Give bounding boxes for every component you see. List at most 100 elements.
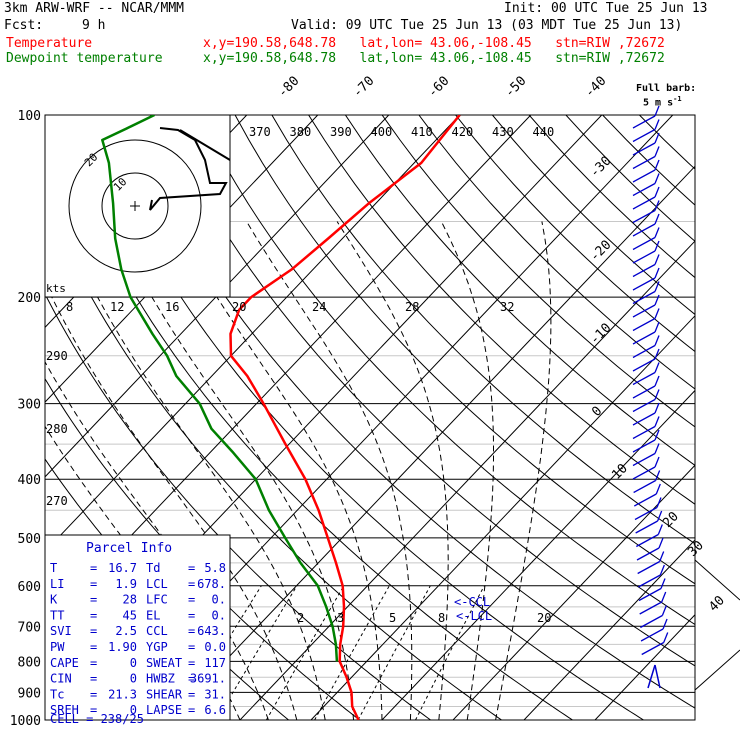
parcel-row-label: CAPE [50,656,79,670]
moist-adiabat-32 [440,221,494,720]
wind-barb [638,574,661,588]
dry-adiabat-360 [197,115,695,626]
parcel-row-eq: = [90,561,97,575]
mixing-ratio-3 [216,585,298,720]
parcel-row-eq-2: = [188,561,195,575]
parcel-row-eq-2: = [188,703,195,717]
wind-barb [640,628,664,642]
wind-barb [632,155,656,170]
parcel-row-eq: = [90,624,97,638]
mixing-ratio-label-5: 5 [389,611,396,625]
hodograph-ring-10 [101,172,169,240]
wind-barb [632,182,656,197]
isotherm-30 [452,464,695,720]
wind-barb-flag [654,308,660,319]
parcel-row-label-2: CCL [146,624,168,638]
theta-label-400: 400 [371,125,393,139]
wind-barb-flag [654,429,660,441]
wind-barb [632,277,656,291]
wind-barb-flag [660,578,666,589]
wind-barb-flag [654,348,660,360]
wind-barb-flag [659,551,665,562]
wind-barb [639,601,663,615]
parcel-row-eq: = [90,656,97,670]
isotherm--10 [168,165,695,720]
wind-axis-label-12: 12 [110,300,124,314]
wind-barb-flag [654,443,660,454]
wind-barb [632,304,656,318]
wind-barb [632,371,656,386]
wind-barb-flag [663,632,669,643]
wind-barb-flag [655,470,661,481]
parcel-row-eq-2: = [188,656,195,670]
wind-barb [632,331,656,345]
pressure-label-300: 300 [18,398,41,413]
isotherm-label--30: -30 [587,154,614,181]
wind-barb [632,385,656,399]
parcel-row-value-2: 678. [197,577,226,591]
parcel-row-value: 0 [130,703,137,717]
parcel-row-eq-2: = [188,593,195,607]
parcel-cell: CELL = 238/25 [50,712,144,726]
wind-barb [632,466,656,480]
parcel-row-label: LI [50,577,64,591]
wind-barb-flag [662,618,668,630]
wind-barb [632,358,656,372]
parcel-row-eq: = [90,608,97,622]
wind-barb-surface-2 [654,664,661,689]
parcel-row-value: 2.5 [115,624,137,638]
wind-axis-label-16: 16 [165,300,179,314]
pressure-label-900: 900 [18,686,41,701]
wind-axis-label-20: 20 [232,300,246,314]
theta-label-410: 410 [411,125,433,139]
parcel-info-box [44,534,231,721]
wind-barb-flag [654,105,660,117]
wind-barb-flag [654,281,660,292]
wind-barb [634,506,658,521]
wind-axis-label-24: 24 [312,300,326,314]
wind-barb-flag [654,254,660,265]
isotherm-label-30: 30 [685,538,707,560]
parcel-row-eq-2: = [188,608,195,622]
parcel-row-label: PW [50,640,65,654]
wind-barb [633,479,656,494]
parcel-row-value-2: 0. [212,608,226,622]
isotherm-20 [381,389,695,720]
temperature-line [229,115,461,720]
parcel-row-value: 0 [130,656,137,670]
wind-barb [640,614,663,629]
dewpoint-line [101,115,339,662]
wind-barb-flag [654,402,660,414]
wind-barb-flag [654,159,660,171]
temperature-location-info: x,y=190.58,648.78 lat,lon= 43.06,-108.45… [203,36,665,51]
mixing-ratio-label-8: 8 [438,611,445,625]
theta-label-370: 370 [249,125,271,139]
parcel-row-eq: = [90,640,97,654]
parcel-row-eq-2: = [188,640,195,654]
mixing-ratio-label-20: 20 [537,611,551,625]
wind-barb-flag [654,456,660,468]
parcel-row-label: T [50,561,57,575]
parcel-row-label-2: YGP [146,640,168,654]
isotherm-10 [310,315,695,720]
wind-barb [632,412,656,426]
wind-barb [636,533,659,548]
parcel-row-label-2: LFC [146,593,168,607]
barb-key-value: 5 m s [643,97,674,109]
parcel-row-label-2: EL [146,608,160,622]
dry-adiabat-370 [234,115,695,585]
parcel-row-value: 21.3 [108,687,137,701]
ccl-marker: <-CCL [454,595,490,609]
wind-barb [641,641,665,656]
wind-barb-flag [657,524,663,535]
wind-barb [632,223,656,237]
dry-adiabat-300 [45,292,431,720]
hodograph-trace-upper [179,129,231,161]
parcel-row-label-2: LCL [146,577,168,591]
dry-adiabat-450 [528,115,695,279]
isotherm-40 [523,539,695,720]
dry-adiabat-320 [50,115,573,720]
dry-adiabat-480 [639,115,695,170]
isotherm-label--50: -50 [502,74,529,101]
